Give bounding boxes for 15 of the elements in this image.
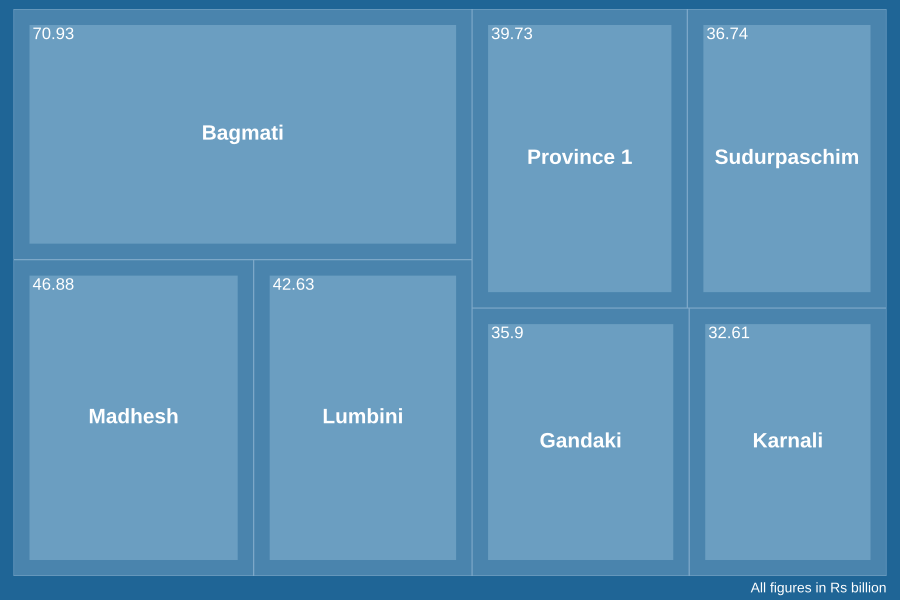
category-label: Province 1 [528, 148, 632, 164]
category-label: Gandaki [540, 432, 620, 448]
data-label: 32.61 [708, 326, 750, 338]
data-label: 36.74 [707, 27, 748, 40]
category-label: Lumbini [324, 408, 402, 424]
data-label: 46.88 [32, 278, 74, 290]
category-label: Sudurpaschim [715, 148, 858, 168]
text: All figures in Rs billion [750, 582, 886, 596]
category-label: Karnali [754, 432, 822, 448]
data-label: 35.9 [492, 326, 523, 338]
category-label: Bagmati [203, 124, 282, 144]
data-label: 42.63 [273, 278, 314, 290]
category-label: Madhesh [90, 408, 178, 424]
data-label: 39.73 [492, 27, 532, 40]
data-label: 70.93 [33, 27, 74, 40]
